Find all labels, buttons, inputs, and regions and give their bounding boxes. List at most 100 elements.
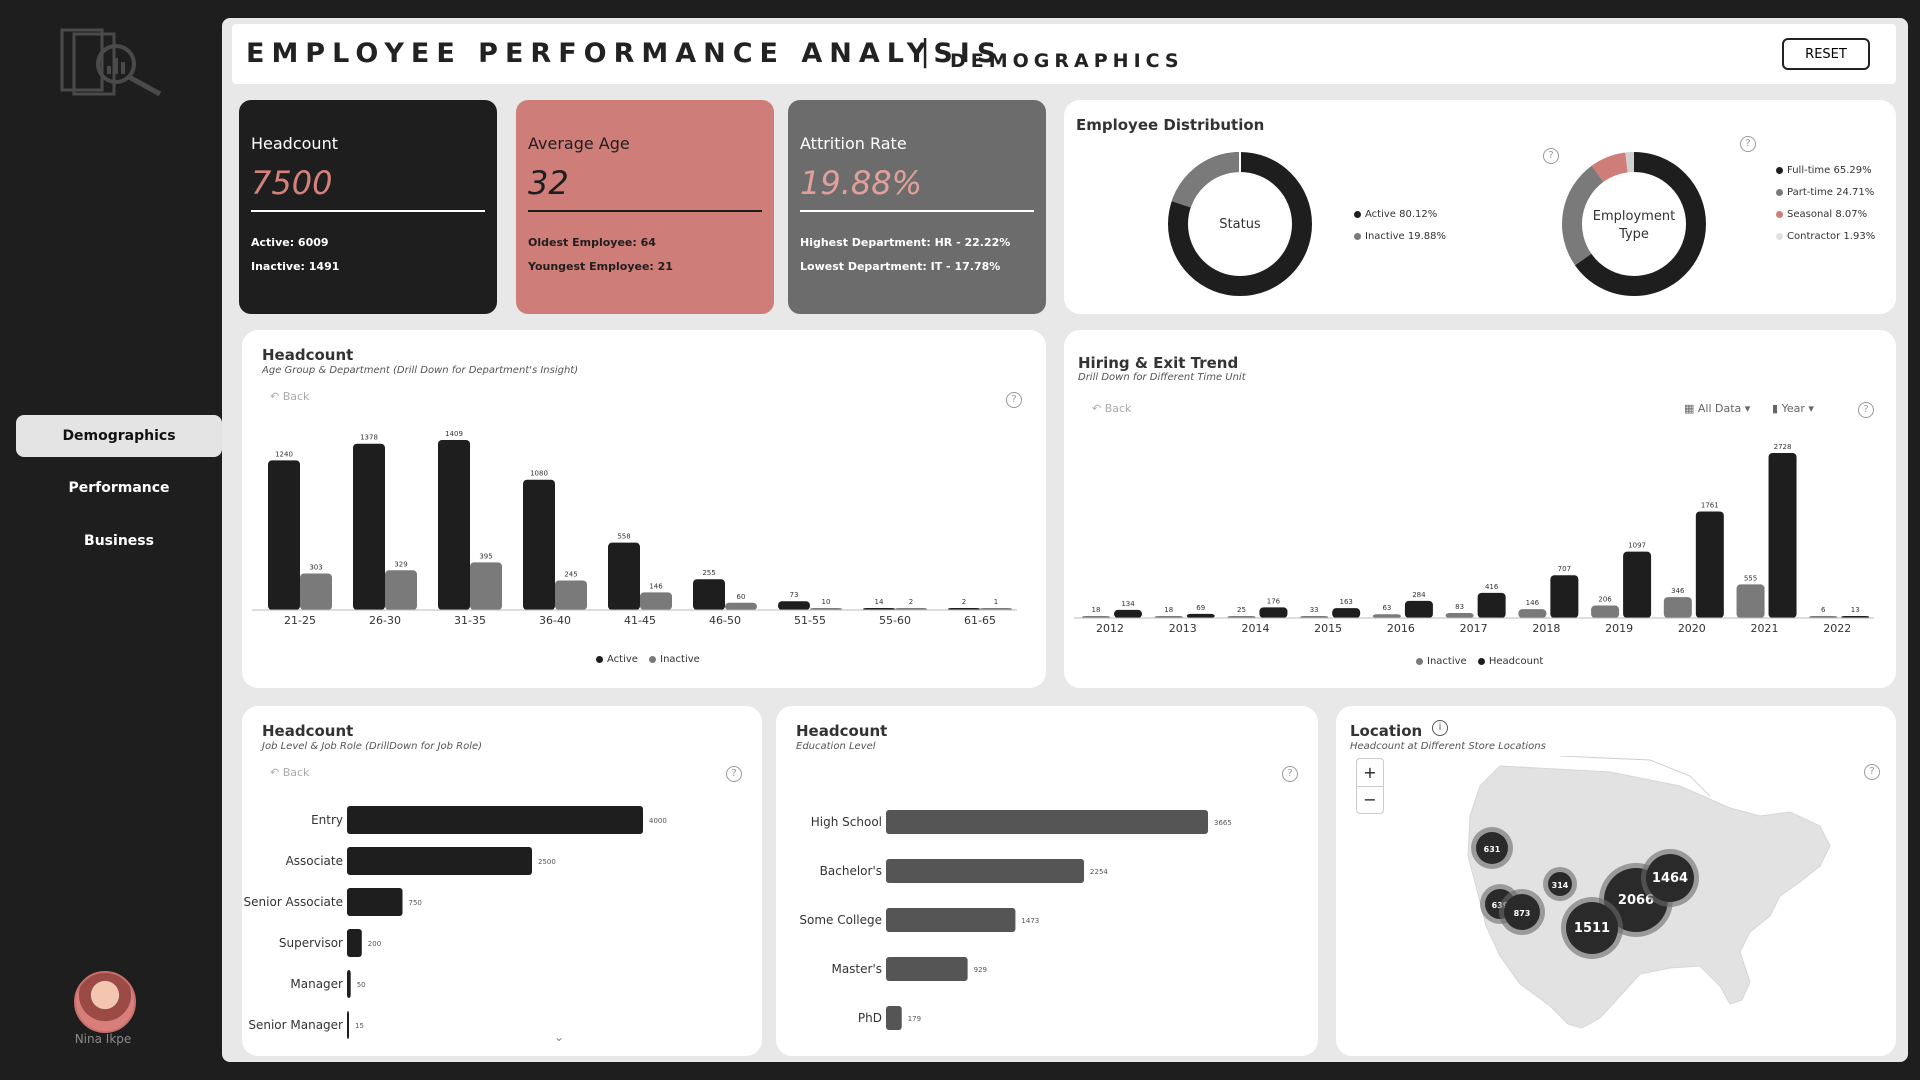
bar[interactable] bbox=[347, 806, 643, 834]
bar[interactable] bbox=[886, 1006, 902, 1030]
data-label: 15 bbox=[355, 1022, 364, 1030]
cluster-count: 873 bbox=[1514, 909, 1531, 918]
data-label: 1080 bbox=[530, 470, 548, 478]
bar[interactable] bbox=[886, 810, 1208, 834]
nav-business[interactable]: Business bbox=[84, 533, 154, 549]
x-tick-label: 2017 bbox=[1460, 622, 1488, 635]
back-button[interactable]: ↶ Back bbox=[1092, 402, 1132, 415]
nav-demographics[interactable]: Demographics bbox=[16, 415, 222, 457]
help-icon[interactable]: ? bbox=[1006, 392, 1022, 408]
bar[interactable] bbox=[347, 888, 403, 916]
bar[interactable] bbox=[886, 859, 1085, 883]
bar-headcount[interactable] bbox=[1404, 600, 1433, 618]
bar-headcount[interactable] bbox=[1550, 575, 1579, 618]
y-tick-label: Supervisor bbox=[279, 936, 343, 950]
hiring-chart-legend: Inactive Headcount bbox=[1416, 656, 1543, 667]
main-canvas: EMPLOYEE PERFORMANCE ANALYSIS | DEMOGRAP… bbox=[222, 18, 1908, 1062]
help-icon[interactable]: ? bbox=[1864, 764, 1880, 780]
legend-label: Active 80.12% bbox=[1365, 209, 1438, 220]
bar-inactive[interactable] bbox=[470, 562, 502, 610]
bar-headcount[interactable] bbox=[1186, 613, 1215, 618]
bar-headcount[interactable] bbox=[1623, 551, 1652, 618]
bar-active[interactable] bbox=[438, 440, 470, 610]
bar-active[interactable] bbox=[778, 601, 810, 610]
data-label: 10 bbox=[822, 598, 831, 606]
bar-headcount[interactable] bbox=[1259, 607, 1288, 618]
bar-active[interactable] bbox=[693, 579, 725, 610]
age-chart-legend: Active Inactive bbox=[596, 654, 700, 665]
bar-active[interactable] bbox=[353, 443, 385, 610]
bar-active[interactable] bbox=[608, 542, 640, 610]
location-cluster[interactable] bbox=[1548, 872, 1572, 896]
help-icon[interactable]: ? bbox=[1543, 148, 1559, 164]
nav-performance[interactable]: Performance bbox=[68, 480, 170, 496]
zoom-out-button[interactable]: − bbox=[1363, 790, 1377, 809]
status-donut[interactable]: Status bbox=[1160, 144, 1320, 304]
job-level-chart[interactable]: Entry 4000 Associate 2500 Senior Associate 75… bbox=[242, 790, 762, 1050]
bar[interactable] bbox=[347, 929, 362, 957]
x-tick-label: 41-45 bbox=[624, 614, 656, 627]
data-label: 750 bbox=[409, 899, 422, 907]
bar-inactive[interactable] bbox=[1736, 584, 1765, 618]
kpi-detail: Inactive: 1491 bbox=[251, 260, 340, 273]
x-tick-label: 26-30 bbox=[369, 614, 401, 627]
bar-headcount[interactable] bbox=[1768, 453, 1797, 618]
data-label: 255 bbox=[702, 569, 715, 577]
hiring-trend-chart[interactable]: 18 134 2012 18 69 2013 25 176 2014 33 163 2015 63 284… bbox=[1074, 422, 1884, 652]
chevron-down-icon[interactable]: ⌄ bbox=[554, 1030, 565, 1044]
employment-type-donut[interactable]: Employment Type bbox=[1554, 144, 1714, 304]
bar-inactive[interactable] bbox=[1663, 597, 1692, 618]
bar[interactable] bbox=[886, 957, 968, 981]
year-filter[interactable]: ▮ Year ▾ bbox=[1772, 402, 1814, 415]
bar-inactive[interactable] bbox=[1518, 609, 1547, 618]
help-icon[interactable]: ? bbox=[1858, 402, 1874, 418]
help-icon[interactable]: ? bbox=[1740, 136, 1756, 152]
x-tick-label: 2021 bbox=[1751, 622, 1779, 635]
location-cluster[interactable] bbox=[1476, 832, 1508, 864]
location-cluster[interactable] bbox=[1566, 902, 1618, 954]
bar-inactive[interactable] bbox=[300, 573, 332, 610]
location-map[interactable]: 631639873314206614641511 bbox=[1350, 756, 1870, 1046]
location-cluster[interactable] bbox=[1646, 854, 1694, 902]
education-chart[interactable]: High School 3665 Bachelor's 2254 Some Colleg… bbox=[776, 790, 1318, 1050]
bar-inactive[interactable] bbox=[1591, 605, 1620, 618]
bar-active[interactable] bbox=[268, 460, 300, 610]
bar-headcount[interactable] bbox=[1695, 511, 1724, 618]
bar[interactable] bbox=[347, 1011, 349, 1039]
avatar[interactable] bbox=[74, 971, 136, 1033]
bar[interactable] bbox=[347, 847, 532, 875]
back-button[interactable]: ↶ Back bbox=[270, 390, 310, 403]
bar-active[interactable] bbox=[523, 479, 555, 610]
bar-headcount[interactable] bbox=[1332, 608, 1361, 618]
hiring-trend-card: Hiring & Exit Trend Drill Down for Diffe… bbox=[1064, 330, 1896, 688]
help-icon[interactable]: ? bbox=[726, 766, 742, 782]
y-tick-label: PhD bbox=[858, 1011, 882, 1025]
x-tick-label: 2016 bbox=[1387, 622, 1415, 635]
reset-button[interactable]: RESET bbox=[1782, 38, 1870, 70]
bar[interactable] bbox=[347, 970, 351, 998]
bar-inactive[interactable] bbox=[725, 602, 757, 610]
location-cluster[interactable] bbox=[1504, 894, 1540, 930]
bar-inactive[interactable] bbox=[1445, 612, 1474, 618]
bar[interactable] bbox=[886, 908, 1016, 932]
x-tick-label: 61-65 bbox=[964, 614, 996, 627]
info-icon[interactable]: i bbox=[1432, 720, 1448, 736]
all-data-filter[interactable]: ▦ All Data ▾ bbox=[1684, 402, 1751, 415]
location-card: Location i Headcount at Different Store … bbox=[1336, 706, 1896, 1056]
back-button[interactable]: ↶ Back bbox=[270, 766, 310, 779]
status-legend: Active 80.12% Inactive 19.88% bbox=[1354, 204, 1446, 248]
data-label: 3665 bbox=[1214, 819, 1232, 827]
kpi-detail: Lowest Department: IT - 17.78% bbox=[800, 260, 1001, 273]
bar-headcount[interactable] bbox=[1114, 609, 1142, 618]
bar-inactive[interactable] bbox=[1372, 614, 1401, 618]
bar-inactive[interactable] bbox=[640, 592, 672, 610]
data-label: 179 bbox=[908, 1015, 921, 1023]
x-tick-label: 2018 bbox=[1532, 622, 1560, 635]
age-group-chart[interactable]: 1240 303 21-25 1378 329 26-30 1409 395 31-35 1080… bbox=[252, 410, 1042, 650]
bar-headcount[interactable] bbox=[1477, 592, 1506, 618]
help-icon[interactable]: ? bbox=[1282, 766, 1298, 782]
zoom-in-button[interactable]: + bbox=[1357, 759, 1383, 787]
bar-inactive[interactable] bbox=[555, 580, 587, 610]
bar-inactive[interactable] bbox=[385, 570, 417, 610]
map-border bbox=[1559, 756, 1711, 797]
